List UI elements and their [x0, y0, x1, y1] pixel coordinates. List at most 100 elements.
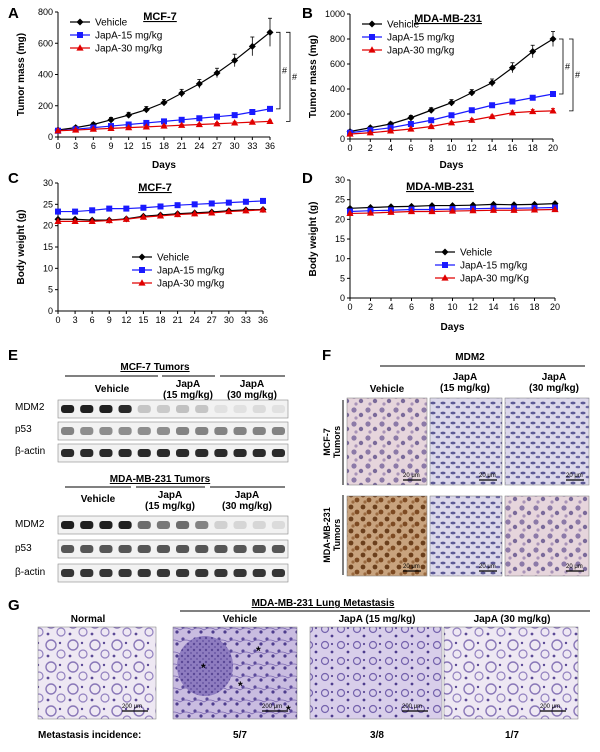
blot-band [233, 405, 247, 413]
lung-vehicle-star-3: * [238, 679, 243, 693]
data-point [89, 125, 97, 132]
ihc-col-japa30-1: JapA [542, 372, 566, 383]
lung-scale-1: 200 μm [122, 704, 142, 710]
legend-label: JapA-30 mg/Kg [460, 274, 529, 285]
lung-vehicle-star-4: * [286, 703, 291, 717]
legend-label: Vehicle [157, 253, 190, 264]
blot-band [271, 545, 285, 553]
blot2-japa15-label-2: (15 mg/kg) [145, 501, 195, 512]
blot-band [99, 449, 113, 457]
blot-strip [57, 443, 289, 463]
significance-bracket [559, 38, 564, 95]
x-tick-label: 0 [347, 302, 352, 312]
x-tick-label: 14 [487, 143, 497, 153]
y-tick-label: 10 [335, 254, 345, 264]
blot1-vehicle-label: Vehicle [95, 384, 130, 395]
lung-col-japa15: JapA (15 mg/kg) [339, 614, 416, 625]
data-point [346, 130, 354, 137]
y-tick-label: 600 [38, 38, 53, 48]
data-point [71, 217, 79, 224]
blot-band [252, 449, 266, 457]
blot1-japa15-label-1: JapA [176, 379, 200, 390]
x-tick-label: 15 [141, 141, 151, 151]
chart-title: MDA-MB-231 [406, 181, 474, 193]
data-point [173, 210, 182, 218]
y-tick-label: 0 [340, 134, 345, 144]
legend-label: JapA-30 mg/kg [387, 46, 454, 57]
x-tick-label: 21 [173, 315, 183, 325]
legend-marker [76, 18, 84, 26]
data-point [248, 118, 256, 125]
blot-band [118, 449, 132, 457]
significance-bracket [286, 31, 291, 122]
x-tick-label: 10 [446, 143, 456, 153]
blot2-japa30-label-2: (30 mg/kg) [222, 501, 272, 512]
data-point [428, 207, 436, 215]
blot2-japa15-label-1: JapA [158, 490, 182, 501]
data-point [106, 205, 113, 212]
legend-label: Vehicle [460, 248, 493, 259]
data-point [529, 48, 537, 55]
blot-band [61, 545, 75, 553]
data-point [387, 208, 395, 215]
x-axis-label: Days [441, 322, 465, 333]
ihc-scale-1: 20 μm [403, 473, 420, 479]
blot-strip [57, 399, 289, 419]
blot-band [195, 405, 209, 413]
chart-title: MDA-MB-231 [414, 13, 482, 25]
incidence-japa30: 1/7 [505, 730, 519, 741]
blot-band [137, 449, 151, 457]
data-point [54, 126, 62, 134]
x-tick-label: 12 [468, 302, 478, 312]
blot1-japa30-label-2: (30 mg/kg) [227, 390, 277, 401]
data-point [489, 206, 498, 213]
x-tick-label: 0 [55, 315, 60, 325]
blot2-row-actin: β-actin [15, 567, 45, 578]
y-tick-label: 200 [38, 101, 53, 111]
data-point [407, 114, 415, 122]
data-point [549, 107, 557, 114]
blot-band [271, 521, 285, 529]
data-point [88, 217, 96, 224]
data-point [195, 120, 203, 128]
data-point [549, 35, 557, 43]
blot-band [214, 427, 228, 435]
x-tick-label: 0 [55, 141, 60, 151]
blot-band [271, 427, 285, 435]
x-tick-label: 14 [488, 302, 498, 312]
data-point [407, 207, 416, 215]
legend-marker [77, 32, 83, 38]
blot-band [271, 405, 285, 413]
blot-band [99, 569, 113, 577]
y-axis-label: Tumor mass (mg) [16, 33, 27, 116]
x-tick-label: 27 [212, 141, 222, 151]
blot2-row-mdm2: MDM2 [15, 519, 45, 530]
legend-marker [369, 34, 375, 40]
data-point [122, 215, 130, 222]
y-tick-label: 0 [340, 293, 345, 303]
lung-scale-bars: 200 μm 200 μm 200 μm 200 μm [122, 704, 566, 712]
x-tick-label: 12 [467, 143, 477, 153]
panel-letter-g: G [8, 597, 20, 614]
x-tick-label: 18 [528, 143, 538, 153]
ihc-col-japa30-2: (30 mg/kg) [529, 383, 579, 394]
data-point [448, 99, 455, 107]
ihc-col-vehicle: Vehicle [370, 384, 405, 395]
y-tick-label: 200 [330, 109, 345, 119]
data-point [208, 209, 216, 216]
y-tick-label: 0 [48, 132, 53, 142]
y-tick-label: 5 [48, 285, 53, 295]
x-tick-label: 20 [548, 143, 558, 153]
ihc-image-mda-vehicle [346, 495, 428, 577]
data-point [72, 126, 80, 133]
data-point [266, 28, 274, 36]
x-tick-label: 9 [107, 315, 112, 325]
data-point [366, 209, 375, 216]
data-point [551, 205, 559, 213]
data-point [427, 106, 435, 114]
blot2-vehicle-label: Vehicle [81, 494, 116, 505]
x-tick-label: 4 [388, 143, 393, 153]
data-point [125, 111, 133, 119]
blot-band [176, 449, 190, 457]
